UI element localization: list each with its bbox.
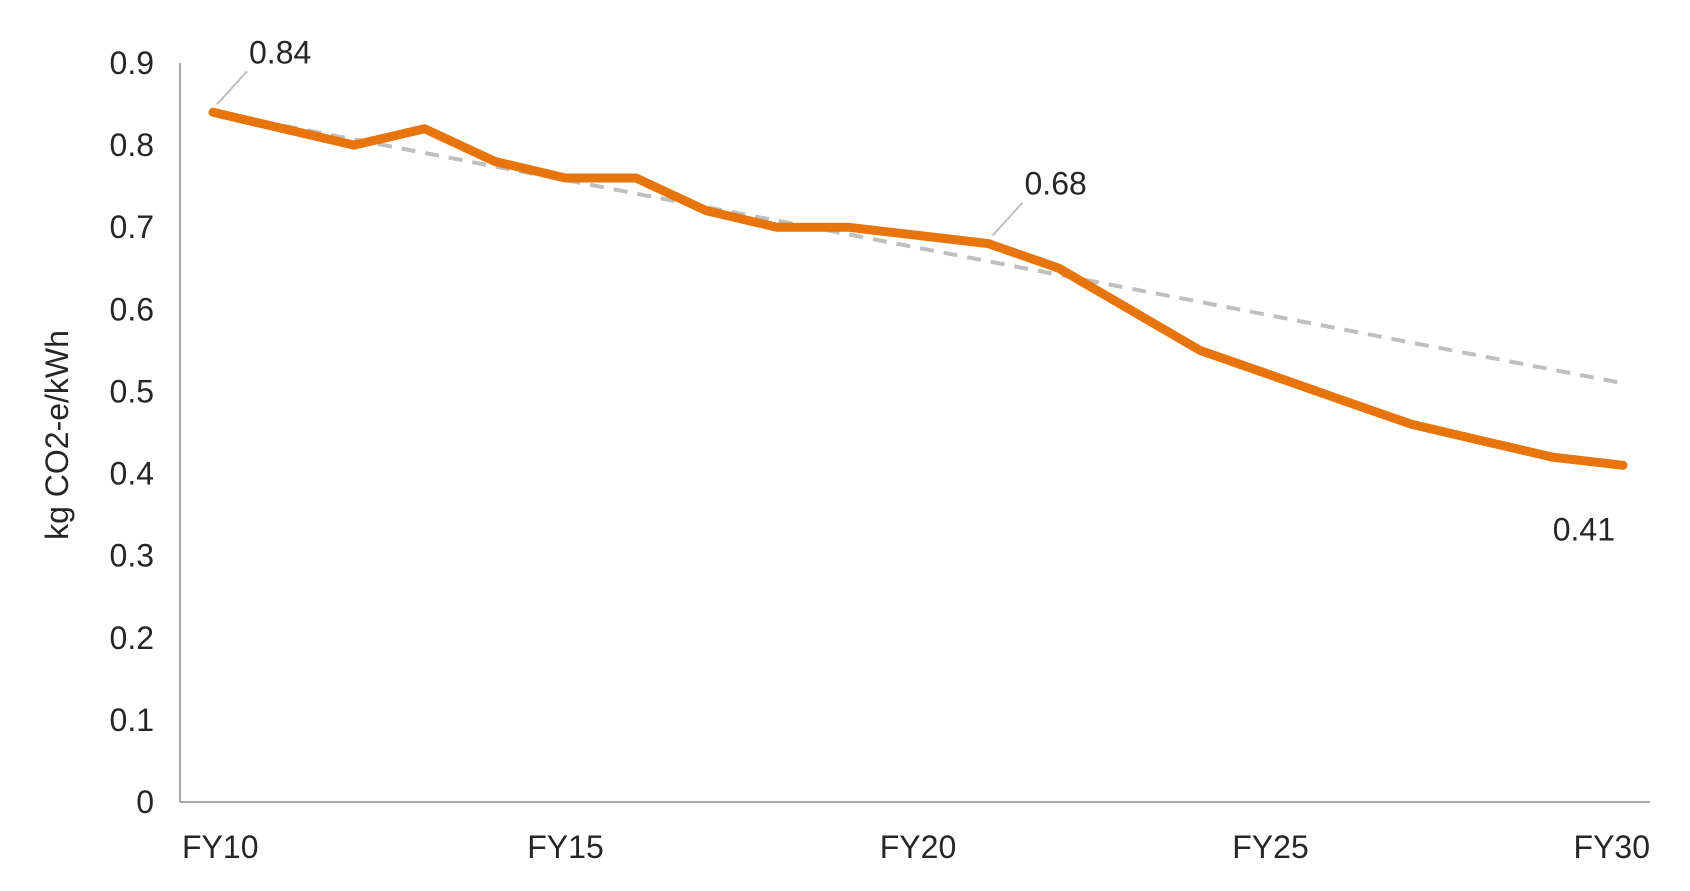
x-tick-label: FY25 [1232, 829, 1308, 865]
y-tick-label: 0.2 [110, 620, 154, 656]
series-layer [208, 107, 1628, 470]
data-label: 0.84 [249, 34, 311, 70]
y-axis-title: kg CO2-e/kWh [39, 330, 75, 540]
axes [179, 63, 1650, 803]
y-tick-label: 0.8 [110, 127, 154, 163]
y-tick-labels: 0 0.1 0.2 0.3 0.4 0.5 0.6 0.7 0.8 0.9 [110, 45, 154, 820]
y-tick-label: 0.6 [110, 291, 154, 327]
annotation-leader [216, 70, 248, 105]
x-tick-label: FY15 [527, 829, 603, 865]
data-label: 0.68 [1025, 166, 1087, 202]
y-tick-label: 0.5 [110, 373, 154, 409]
emissions-line [208, 107, 1628, 470]
y-tick-label: 0.3 [110, 538, 154, 574]
x-tick-labels: FY10 FY15 FY20 FY25 FY30 [182, 829, 1650, 865]
y-tick-label: 0 [136, 784, 154, 820]
y-tick-label: 0.4 [110, 456, 154, 492]
y-axis-title-group: kg CO2-e/kWh [39, 330, 75, 540]
y-tick-label: 0.9 [110, 45, 154, 81]
x-tick-label: FY10 [182, 829, 258, 865]
annotation-layer: 0.84 0.68 0.41 [216, 34, 1615, 547]
data-label: 0.41 [1553, 511, 1615, 547]
x-tick-label: FY20 [880, 829, 956, 865]
x-tick-label: FY30 [1574, 829, 1650, 865]
annotation-leader [991, 201, 1024, 237]
y-tick-label: 0.7 [110, 209, 154, 245]
y-tick-label: 0.1 [110, 702, 154, 738]
